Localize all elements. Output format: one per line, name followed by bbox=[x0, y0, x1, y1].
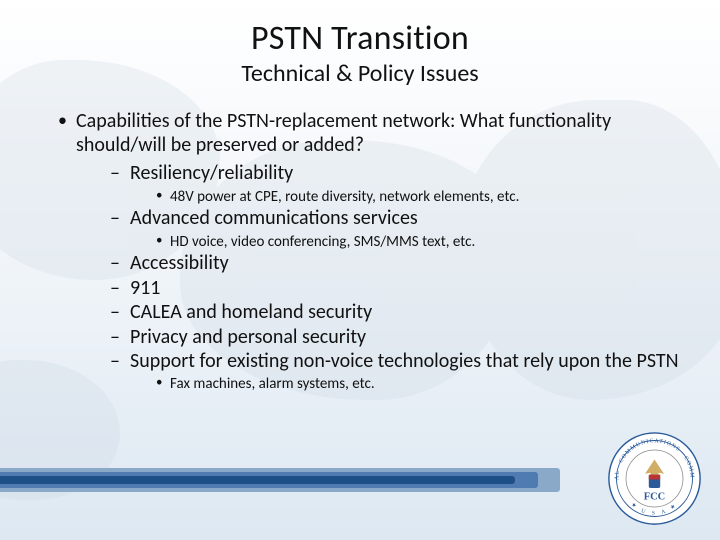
bullet-list-level3: HD voice, video conferencing, SMS/MMS te… bbox=[130, 233, 684, 252]
sub-nonvoice-text: Support for existing non-voice technolog… bbox=[130, 349, 679, 373]
sub-resiliency-text: Resiliency/reliability bbox=[130, 161, 293, 185]
decorative-bar bbox=[0, 468, 560, 492]
slide-content: PSTN Transition Technical & Policy Issue… bbox=[0, 0, 720, 394]
detail-resiliency: 48V power at CPE, route diversity, netwo… bbox=[156, 188, 684, 207]
sub-nonvoice: Support for existing non-voice technolog… bbox=[110, 349, 684, 394]
sub-resiliency: Resiliency/reliability 48V power at CPE,… bbox=[110, 161, 684, 206]
sub-911: 911 bbox=[110, 276, 684, 300]
slide-title: PSTN Transition bbox=[36, 18, 684, 59]
sub-advanced-text: Advanced communications services bbox=[130, 206, 418, 230]
slide-subtitle: Technical & Policy Issues bbox=[36, 59, 684, 88]
sub-advanced: Advanced communications services HD voic… bbox=[110, 206, 684, 251]
svg-text:FCC: FCC bbox=[644, 491, 665, 502]
bullet-list-level2: Resiliency/reliability 48V power at CPE,… bbox=[76, 161, 684, 394]
fcc-seal-icon: FCC FEDERAL · COMMUNICATIONS · COMMISSIO… bbox=[607, 431, 702, 526]
sub-privacy: Privacy and personal security bbox=[110, 325, 684, 349]
bar-layer-inner bbox=[0, 476, 515, 484]
detail-nonvoice: Fax machines, alarm systems, etc. bbox=[156, 375, 684, 394]
detail-advanced: HD voice, video conferencing, SMS/MMS te… bbox=[156, 233, 684, 252]
bullet-list-level3: Fax machines, alarm systems, etc. bbox=[130, 375, 684, 394]
bullet-list-level1: Capabilities of the PSTN-replacement net… bbox=[36, 110, 684, 394]
bullet-list-level3: 48V power at CPE, route diversity, netwo… bbox=[130, 188, 684, 207]
bullet-main: Capabilities of the PSTN-replacement net… bbox=[58, 110, 684, 394]
sub-calea: CALEA and homeland security bbox=[110, 300, 684, 324]
bullet-main-text: Capabilities of the PSTN-replacement net… bbox=[76, 109, 611, 157]
sub-accessibility: Accessibility bbox=[110, 251, 684, 275]
